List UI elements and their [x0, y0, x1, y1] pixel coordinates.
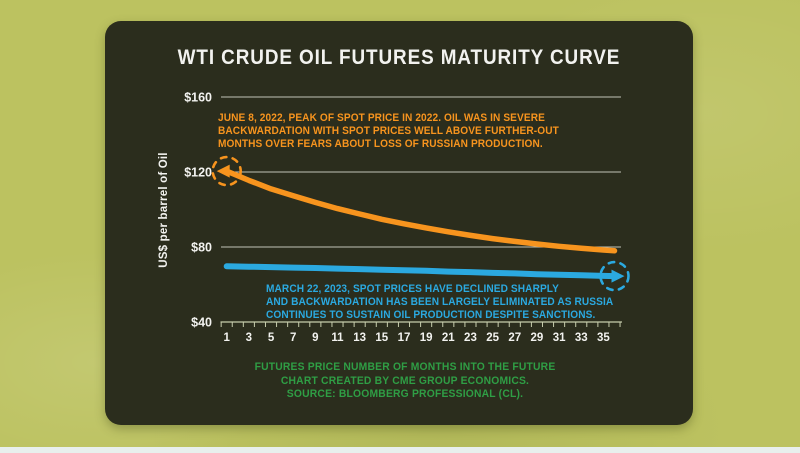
text-line: MONTHS OVER FEARS ABOUT LOSS OF RUSSIAN …	[218, 138, 543, 150]
x-tick-label: 9	[312, 332, 318, 344]
text-line: CONTINUES TO SUSTAIN OIL PRODUCTION DESP…	[266, 309, 596, 321]
series-line-1	[223, 263, 618, 280]
x-tick-label: 7	[290, 332, 296, 344]
series-line-0	[223, 168, 618, 254]
text-line: SOURCE: BLOOMBERG PROFESSIONAL (CL).	[286, 388, 524, 400]
text-line: BACKWARDATION WITH SPOT PRICES WELL ABOV…	[218, 125, 559, 137]
x-tick-label: 13	[353, 332, 366, 344]
x-tick-label: 35	[597, 332, 610, 344]
y-axis-title: US$ per barrel of Oil	[158, 152, 170, 268]
x-tick-label: 5	[268, 332, 275, 344]
dashed-circle-highlight-1	[599, 260, 630, 292]
x-tick-label: 21	[442, 332, 455, 344]
text-line: MARCH 22, 2023, SPOT PRICES HAVE DECLINE…	[266, 283, 560, 295]
x-tick-label: 27	[508, 332, 521, 344]
source-caption-text: FUTURES PRICE NUMBER OF MONTHS INTO THE …	[123, 361, 687, 402]
source-caption: FUTURES PRICE NUMBER OF MONTHS INTO THE …	[105, 361, 705, 402]
x-tick-label: 19	[420, 332, 433, 344]
x-tick-label: 1	[223, 332, 230, 344]
x-tick-label: 29	[531, 332, 544, 344]
text-line: JUNE 8, 2022, PEAK OF SPOT PRICE IN 2022…	[218, 112, 545, 124]
arrow-left-marker	[216, 164, 230, 178]
y-tick-label: $40	[191, 316, 212, 330]
chart-title: WTI CRUDE OIL FUTURES MATURITY CURVE	[177, 46, 621, 69]
text-line: FUTURES PRICE NUMBER OF MONTHS INTO THE …	[254, 361, 556, 373]
bottom-strip	[0, 447, 800, 453]
x-tick-label: 17	[398, 332, 411, 344]
x-tick-label: 31	[553, 332, 566, 344]
arrow-right-marker	[611, 269, 625, 283]
x-tick-label: 15	[375, 332, 388, 344]
text-line: CHART CREATED BY CME GROUP ECONOMICS.	[280, 374, 530, 387]
x-tick-label: 25	[486, 332, 499, 344]
june-2022-annotation: JUNE 8, 2022, PEAK OF SPOT PRICE IN 2022…	[218, 112, 559, 151]
x-tick-label: 33	[575, 332, 588, 344]
text-line: AND BACKWARDATION HAS BEEN LARGELY ELIMI…	[266, 296, 614, 308]
x-tick-label: 11	[331, 332, 344, 344]
y-tick-label: $80	[191, 241, 212, 255]
x-tick-label: 3	[246, 332, 252, 344]
y-tick-label: $120	[184, 166, 212, 180]
march-2023-annotation: MARCH 22, 2023, SPOT PRICES HAVE DECLINE…	[266, 283, 613, 322]
x-tick-label: 23	[464, 332, 477, 344]
y-tick-label: $160	[184, 91, 212, 105]
dashed-circle-highlight-0	[211, 155, 242, 187]
